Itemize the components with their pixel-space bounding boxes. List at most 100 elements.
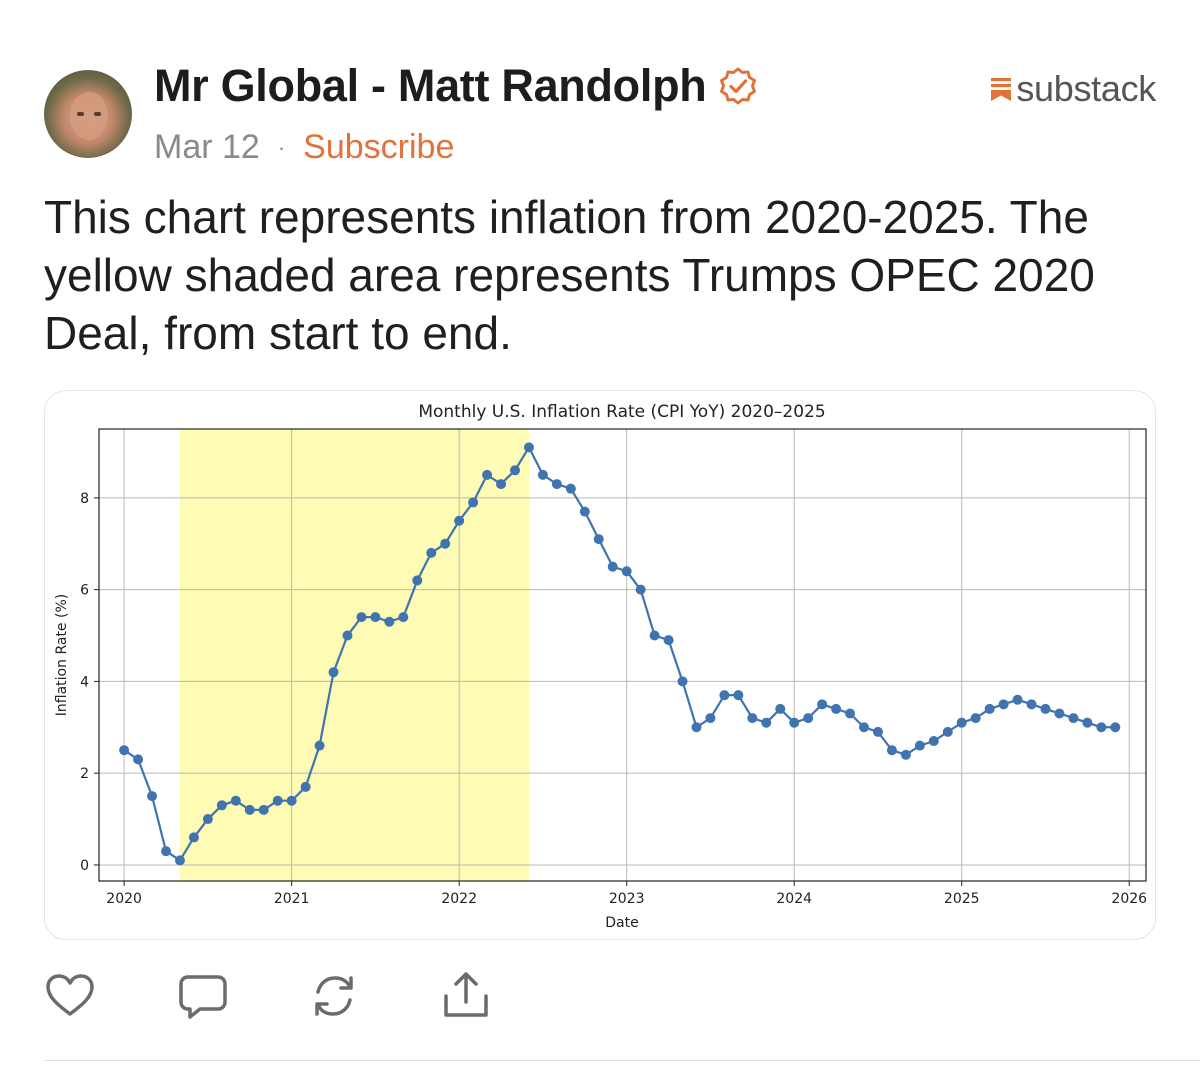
data-point (119, 745, 130, 756)
data-point (942, 726, 953, 737)
data-point (384, 616, 395, 627)
x-tick-label: 2024 (776, 891, 812, 907)
data-point (202, 814, 213, 825)
data-point (496, 479, 507, 490)
avatar-eye (77, 112, 84, 116)
data-point (174, 855, 185, 866)
data-point (412, 575, 423, 586)
data-point (747, 713, 758, 724)
data-point (956, 717, 967, 728)
data-point (677, 676, 688, 687)
x-tick-label: 2022 (441, 891, 477, 907)
data-point (775, 703, 786, 714)
author-avatar[interactable] (44, 70, 132, 158)
data-point (984, 703, 995, 714)
subscribe-link[interactable]: Subscribe (303, 128, 455, 166)
data-point (705, 713, 716, 724)
substack-wordmark: substack (1016, 68, 1156, 109)
data-point (342, 630, 353, 641)
x-tick-label: 2025 (944, 891, 980, 907)
data-point (789, 717, 800, 728)
divider (44, 1060, 1200, 1061)
chart-card[interactable]: Monthly U.S. Inflation Rate (CPI YoY) 20… (44, 390, 1156, 940)
y-tick-label: 8 (80, 491, 89, 507)
data-point (161, 846, 172, 857)
data-point (230, 795, 241, 806)
data-point (1054, 708, 1065, 719)
data-point (258, 804, 269, 815)
data-point (579, 506, 590, 517)
data-point (1110, 722, 1121, 733)
data-point (928, 736, 939, 747)
data-point (593, 534, 604, 545)
data-point (872, 726, 883, 737)
data-point (216, 800, 227, 811)
data-point (551, 479, 562, 490)
data-point (370, 612, 381, 623)
data-point (970, 713, 981, 724)
data-point (244, 804, 255, 815)
x-tick-label: 2026 (1111, 891, 1147, 907)
data-point (454, 515, 465, 526)
x-tick-label: 2020 (106, 891, 142, 907)
y-axis-label: Inflation Rate (%) (54, 594, 70, 716)
data-point (621, 566, 632, 577)
data-point (1012, 694, 1023, 705)
data-point (426, 547, 437, 558)
data-point (188, 832, 199, 843)
y-tick-label: 2 (80, 766, 89, 782)
data-point (133, 754, 144, 765)
verified-icon (720, 67, 757, 105)
post-body: This chart represents inflation from 202… (44, 191, 1095, 359)
data-point (817, 699, 828, 710)
data-point (1040, 703, 1051, 714)
avatar-eye (94, 112, 101, 116)
data-point (440, 538, 451, 549)
data-point (300, 781, 311, 792)
data-point (607, 561, 618, 572)
chart-title: Monthly U.S. Inflation Rate (CPI YoY) 20… (418, 402, 825, 422)
data-point (523, 442, 534, 453)
comment-icon[interactable] (176, 970, 228, 1022)
substack-icon (991, 78, 1012, 101)
post-meta: Mar 12 · Subscribe (154, 128, 454, 167)
share-icon[interactable] (440, 970, 492, 1022)
data-point (1096, 722, 1107, 733)
data-point (328, 667, 339, 678)
data-point (845, 708, 856, 719)
data-point (1082, 717, 1093, 728)
data-point (272, 795, 283, 806)
data-point (1026, 699, 1037, 710)
post-date: Mar 12 (154, 128, 260, 166)
y-tick-label: 0 (80, 858, 89, 874)
data-point (356, 612, 367, 623)
data-point (649, 630, 660, 641)
data-point (147, 791, 158, 802)
substack-logo[interactable]: substack (990, 68, 1156, 110)
data-point (482, 469, 493, 480)
data-point (314, 740, 325, 751)
data-point (831, 703, 842, 714)
data-point (663, 635, 674, 646)
inflation-chart: Monthly U.S. Inflation Rate (CPI YoY) 20… (54, 402, 1147, 931)
author-name-text[interactable]: Mr Global - Matt Randolph (154, 60, 707, 111)
data-point (537, 469, 548, 480)
post-actions (44, 970, 492, 1022)
y-tick-label: 4 (80, 674, 89, 690)
heart-icon[interactable] (44, 970, 96, 1022)
data-point (803, 713, 814, 724)
data-point (914, 740, 925, 751)
data-point (998, 699, 1009, 710)
data-point (719, 690, 730, 701)
restack-icon[interactable] (308, 970, 360, 1022)
data-point (510, 465, 521, 476)
data-point (1068, 713, 1079, 724)
author-name[interactable]: Mr Global - Matt Randolph (154, 60, 758, 112)
data-point (886, 745, 897, 756)
data-point (900, 749, 911, 760)
data-point (398, 612, 409, 623)
data-point (691, 722, 702, 733)
data-point (468, 497, 479, 508)
data-point (565, 483, 576, 494)
plot-frame (98, 428, 1147, 882)
